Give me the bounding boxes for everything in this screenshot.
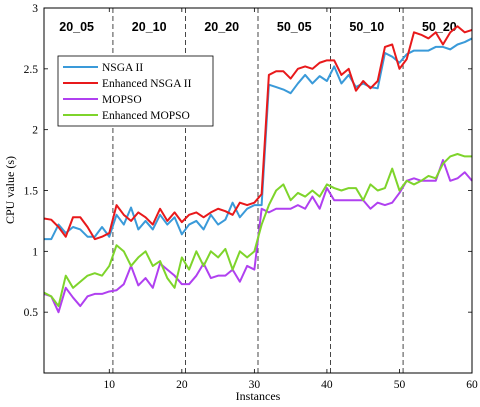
x-tick-label: 60: [466, 379, 478, 391]
x-tick-label: 20: [176, 379, 188, 391]
series-line: [43, 25, 473, 241]
y-tick-label: 2: [32, 125, 38, 137]
x-tick-label: 50: [394, 379, 406, 391]
group-label: 20_05: [59, 20, 94, 34]
y-tick-label: 2.5: [24, 64, 39, 76]
y-tick-label: 1.5: [24, 186, 39, 198]
y-axis-title: CPU value (s): [3, 156, 17, 224]
y-tick-label: 1: [32, 246, 38, 258]
y-axis-ticks: 0.5 1 1.5 2 2.5 3: [24, 3, 472, 319]
legend-label: Enhanced NSGA II: [102, 78, 192, 90]
legend-label: Enhanced MOPSO: [102, 110, 190, 122]
series-lines: [43, 25, 473, 314]
x-axis-ticks: 10 20 30 40 50 60: [104, 8, 478, 391]
group-label: 50_05: [277, 20, 312, 34]
legend-label: MOPSO: [102, 94, 142, 106]
y-tick-label: 3: [32, 3, 38, 15]
group-label: 20_10: [132, 20, 167, 34]
series-line: [43, 153, 472, 308]
group-label: 50_20: [422, 20, 457, 34]
x-axis-title: Instances: [236, 389, 281, 403]
y-tick-label: 0.5: [24, 307, 39, 319]
group-label: 20_20: [204, 20, 239, 34]
series-line: [44, 37, 473, 241]
group-labels: 20_05 20_10 20_20 50_05 50_10 50_20: [59, 20, 457, 34]
x-tick-label: 40: [321, 379, 333, 391]
x-tick-label: 10: [104, 379, 116, 391]
legend: NSGA II Enhanced NSGA II MOPSO Enhanced MOP…: [57, 55, 214, 127]
x-tick-label: 30: [249, 379, 261, 391]
legend-label: NSGA II: [102, 62, 143, 74]
group-label: 50_10: [349, 20, 384, 34]
